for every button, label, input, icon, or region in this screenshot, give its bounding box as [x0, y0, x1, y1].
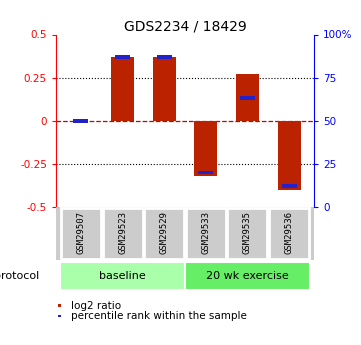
Bar — [60, 262, 185, 290]
Bar — [186, 208, 226, 259]
Text: 20 wk exercise: 20 wk exercise — [206, 271, 289, 281]
Bar — [144, 208, 184, 259]
Bar — [111, 57, 134, 121]
Text: GSM29529: GSM29529 — [160, 211, 169, 254]
Title: GDS2234 / 18429: GDS2234 / 18429 — [123, 19, 247, 33]
Text: GSM29535: GSM29535 — [243, 211, 252, 254]
Bar — [282, 184, 296, 188]
Bar — [115, 55, 130, 59]
Bar — [227, 208, 268, 259]
Bar — [199, 170, 213, 175]
Bar — [240, 96, 255, 100]
Bar — [185, 262, 310, 290]
Bar — [61, 208, 101, 259]
Bar — [153, 57, 176, 121]
Text: baseline: baseline — [99, 271, 146, 281]
Bar — [236, 74, 259, 121]
Bar — [74, 119, 88, 123]
Text: GSM29507: GSM29507 — [77, 211, 86, 254]
Bar — [269, 208, 309, 259]
Text: log2 ratio: log2 ratio — [71, 300, 122, 310]
Text: GSM29533: GSM29533 — [201, 211, 210, 254]
Bar — [103, 208, 143, 259]
Text: GSM29523: GSM29523 — [118, 211, 127, 254]
Bar — [278, 121, 301, 190]
Bar — [157, 55, 171, 59]
Text: GSM29536: GSM29536 — [284, 211, 293, 254]
Text: protocol: protocol — [0, 271, 39, 281]
Text: percentile rank within the sample: percentile rank within the sample — [71, 311, 247, 321]
Bar — [194, 121, 217, 176]
